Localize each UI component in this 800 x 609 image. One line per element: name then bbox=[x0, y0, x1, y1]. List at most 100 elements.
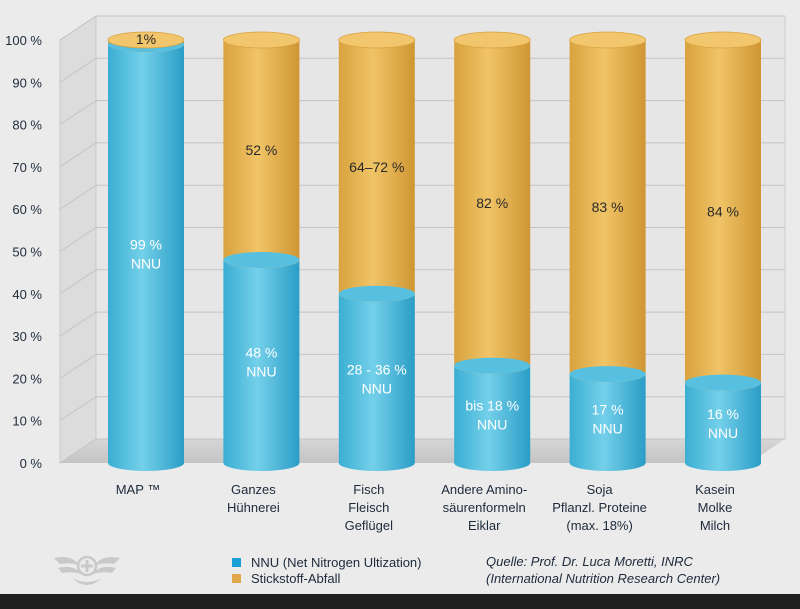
bar-top-cap bbox=[453, 31, 531, 49]
gridline bbox=[59, 311, 785, 337]
legend-label-stickstoff: Stickstoff-Abfall bbox=[251, 570, 341, 586]
x-tick-label: Soja bbox=[587, 482, 614, 497]
data-label-nnu: 99 % bbox=[130, 237, 162, 253]
x-tick-label: Geflügel bbox=[345, 518, 394, 533]
data-label-nnu: 48 % bbox=[245, 344, 277, 360]
bar-top-cap bbox=[222, 31, 300, 49]
bar-segment-stickstoff bbox=[569, 40, 646, 383]
gridline bbox=[59, 438, 785, 464]
bar-segment-boundary bbox=[223, 251, 300, 268]
legend-item-nnu: NNU (Net Nitrogen Ultization) bbox=[232, 554, 422, 570]
bar-segment-boundary bbox=[685, 374, 761, 391]
data-label-nnu: NNU bbox=[477, 416, 507, 432]
bar-segment-stickstoff bbox=[338, 40, 415, 302]
y-tick-label: 20 % bbox=[12, 371, 42, 386]
x-tick-label: Andere Amino- bbox=[441, 482, 527, 497]
legend-swatch-nnu bbox=[232, 557, 241, 567]
data-label-stickstoff: 1% bbox=[136, 31, 156, 47]
bar-group: 84 % 16 % NNU bbox=[684, 31, 762, 471]
data-label-stickstoff: 82 % bbox=[476, 195, 508, 211]
source-line-2: (International Nutrition Research Center… bbox=[486, 571, 721, 586]
data-label-stickstoff: 52 % bbox=[245, 142, 277, 158]
x-tick-label: Kasein bbox=[695, 482, 735, 497]
bar-top-cap bbox=[569, 31, 646, 49]
x-tick-label: (max. 18%) bbox=[566, 518, 632, 533]
legend: NNU (Net Nitrogen Ultization) Stickstoff… bbox=[232, 554, 422, 586]
source-line-1: Quelle: Prof. Dr. Luca Moretti, INRC bbox=[486, 554, 693, 569]
bar-segment-nnu bbox=[108, 44, 184, 471]
y-tick-label: 70 % bbox=[12, 160, 42, 175]
data-label-stickstoff: 83 % bbox=[592, 199, 624, 215]
data-label-nnu: NNU bbox=[246, 363, 276, 379]
gridline bbox=[59, 100, 785, 126]
y-tick-label: 100 % bbox=[5, 33, 42, 48]
bar-top-cap bbox=[107, 31, 185, 49]
bar-group: 82 % bis 18 % NNU bbox=[453, 31, 531, 471]
bar-group: 52 % 48 % NNU bbox=[222, 31, 300, 471]
gridline bbox=[59, 15, 785, 41]
bar-group: 64–72 % 28 - 36 % NNU bbox=[338, 31, 416, 471]
data-label-nnu: NNU bbox=[592, 421, 622, 437]
data-label-nnu: 17 % bbox=[592, 402, 624, 418]
x-tick-label: Ganzes bbox=[231, 482, 276, 497]
bar-segment-stickstoff bbox=[223, 40, 300, 268]
bar-segment-nnu bbox=[569, 374, 646, 471]
bar-segment-boundary bbox=[454, 357, 531, 374]
bar-top-cap bbox=[338, 31, 416, 49]
data-label-nnu: 28 - 36 % bbox=[347, 361, 407, 377]
bar-top-cap bbox=[684, 31, 762, 49]
x-tick-label: MAP ™ bbox=[116, 482, 161, 497]
y-tick-label: 80 % bbox=[12, 118, 42, 133]
stacked-bar-chart: 0 % 10 % 20 % 30 % 40 % 50 % 60 % 70 % 80 % 90 % 1… bbox=[5, 15, 786, 533]
bar-group: 83 % 17 % NNU bbox=[569, 31, 646, 471]
gridline bbox=[59, 57, 785, 83]
gridline bbox=[59, 269, 785, 295]
data-label-stickstoff: 64–72 % bbox=[349, 159, 404, 175]
y-tick-label: 50 % bbox=[12, 245, 42, 260]
gridlines bbox=[59, 15, 785, 464]
data-label-nnu: bis 18 % bbox=[465, 397, 519, 413]
gridline bbox=[59, 353, 785, 379]
y-tick-label: 30 % bbox=[12, 329, 42, 344]
gridline bbox=[59, 396, 785, 422]
bar-segment-stickstoff bbox=[454, 40, 531, 374]
bar-segment-nnu bbox=[454, 365, 531, 471]
x-tick-label: Milch bbox=[700, 518, 730, 533]
x-tick-label: säurenformeln bbox=[443, 500, 526, 515]
bar-segment-boundary bbox=[338, 285, 415, 302]
x-tick-label: Fleisch bbox=[348, 500, 389, 515]
bar-segment-stickstoff bbox=[685, 40, 761, 391]
x-tick-label: Eiklar bbox=[468, 518, 501, 533]
data-label-nnu: 16 % bbox=[707, 406, 739, 422]
source-note: Quelle: Prof. Dr. Luca Moretti, INRC (In… bbox=[486, 553, 786, 587]
x-tick-label: Fisch bbox=[353, 482, 384, 497]
x-tick-label: Hühnerei bbox=[227, 500, 280, 515]
gridline bbox=[59, 184, 785, 210]
y-tick-label: 10 % bbox=[12, 414, 42, 429]
gridline bbox=[59, 142, 785, 168]
data-label-stickstoff: 84 % bbox=[707, 203, 739, 219]
data-label-nnu: NNU bbox=[362, 380, 392, 396]
legend-item-stickstoff: Stickstoff-Abfall bbox=[232, 570, 422, 586]
bar-segment-nnu bbox=[338, 293, 415, 471]
bottom-bar bbox=[0, 594, 800, 609]
gridline bbox=[59, 227, 785, 252]
bar-segment-nnu bbox=[685, 382, 761, 471]
y-tick-label: 60 % bbox=[12, 202, 42, 217]
x-tick-label: Pflanzl. Proteine bbox=[552, 500, 647, 515]
bar-segment-boundary bbox=[569, 366, 646, 383]
legend-label-nnu: NNU (Net Nitrogen Ultization) bbox=[251, 554, 422, 570]
bar-segment-nnu bbox=[223, 259, 300, 471]
y-tick-label: 40 % bbox=[12, 287, 42, 302]
x-tick-label: Molke bbox=[698, 500, 733, 515]
y-tick-label: 90 % bbox=[12, 75, 42, 90]
y-axis: 0 % 10 % 20 % 30 % 40 % 50 % 60 % 70 % 80 % 90 % 1… bbox=[5, 33, 42, 471]
legend-swatch-stickstoff bbox=[232, 573, 241, 583]
x-axis-labels: MAP ™ Ganzes Hühnerei Fisch Fleisch Geflügel A… bbox=[116, 482, 735, 533]
data-label-nnu: NNU bbox=[131, 256, 161, 272]
y-tick-label: 0 % bbox=[20, 456, 43, 471]
data-label-nnu: NNU bbox=[708, 425, 738, 441]
bar-group: 1% 99 % NNU bbox=[107, 31, 185, 471]
